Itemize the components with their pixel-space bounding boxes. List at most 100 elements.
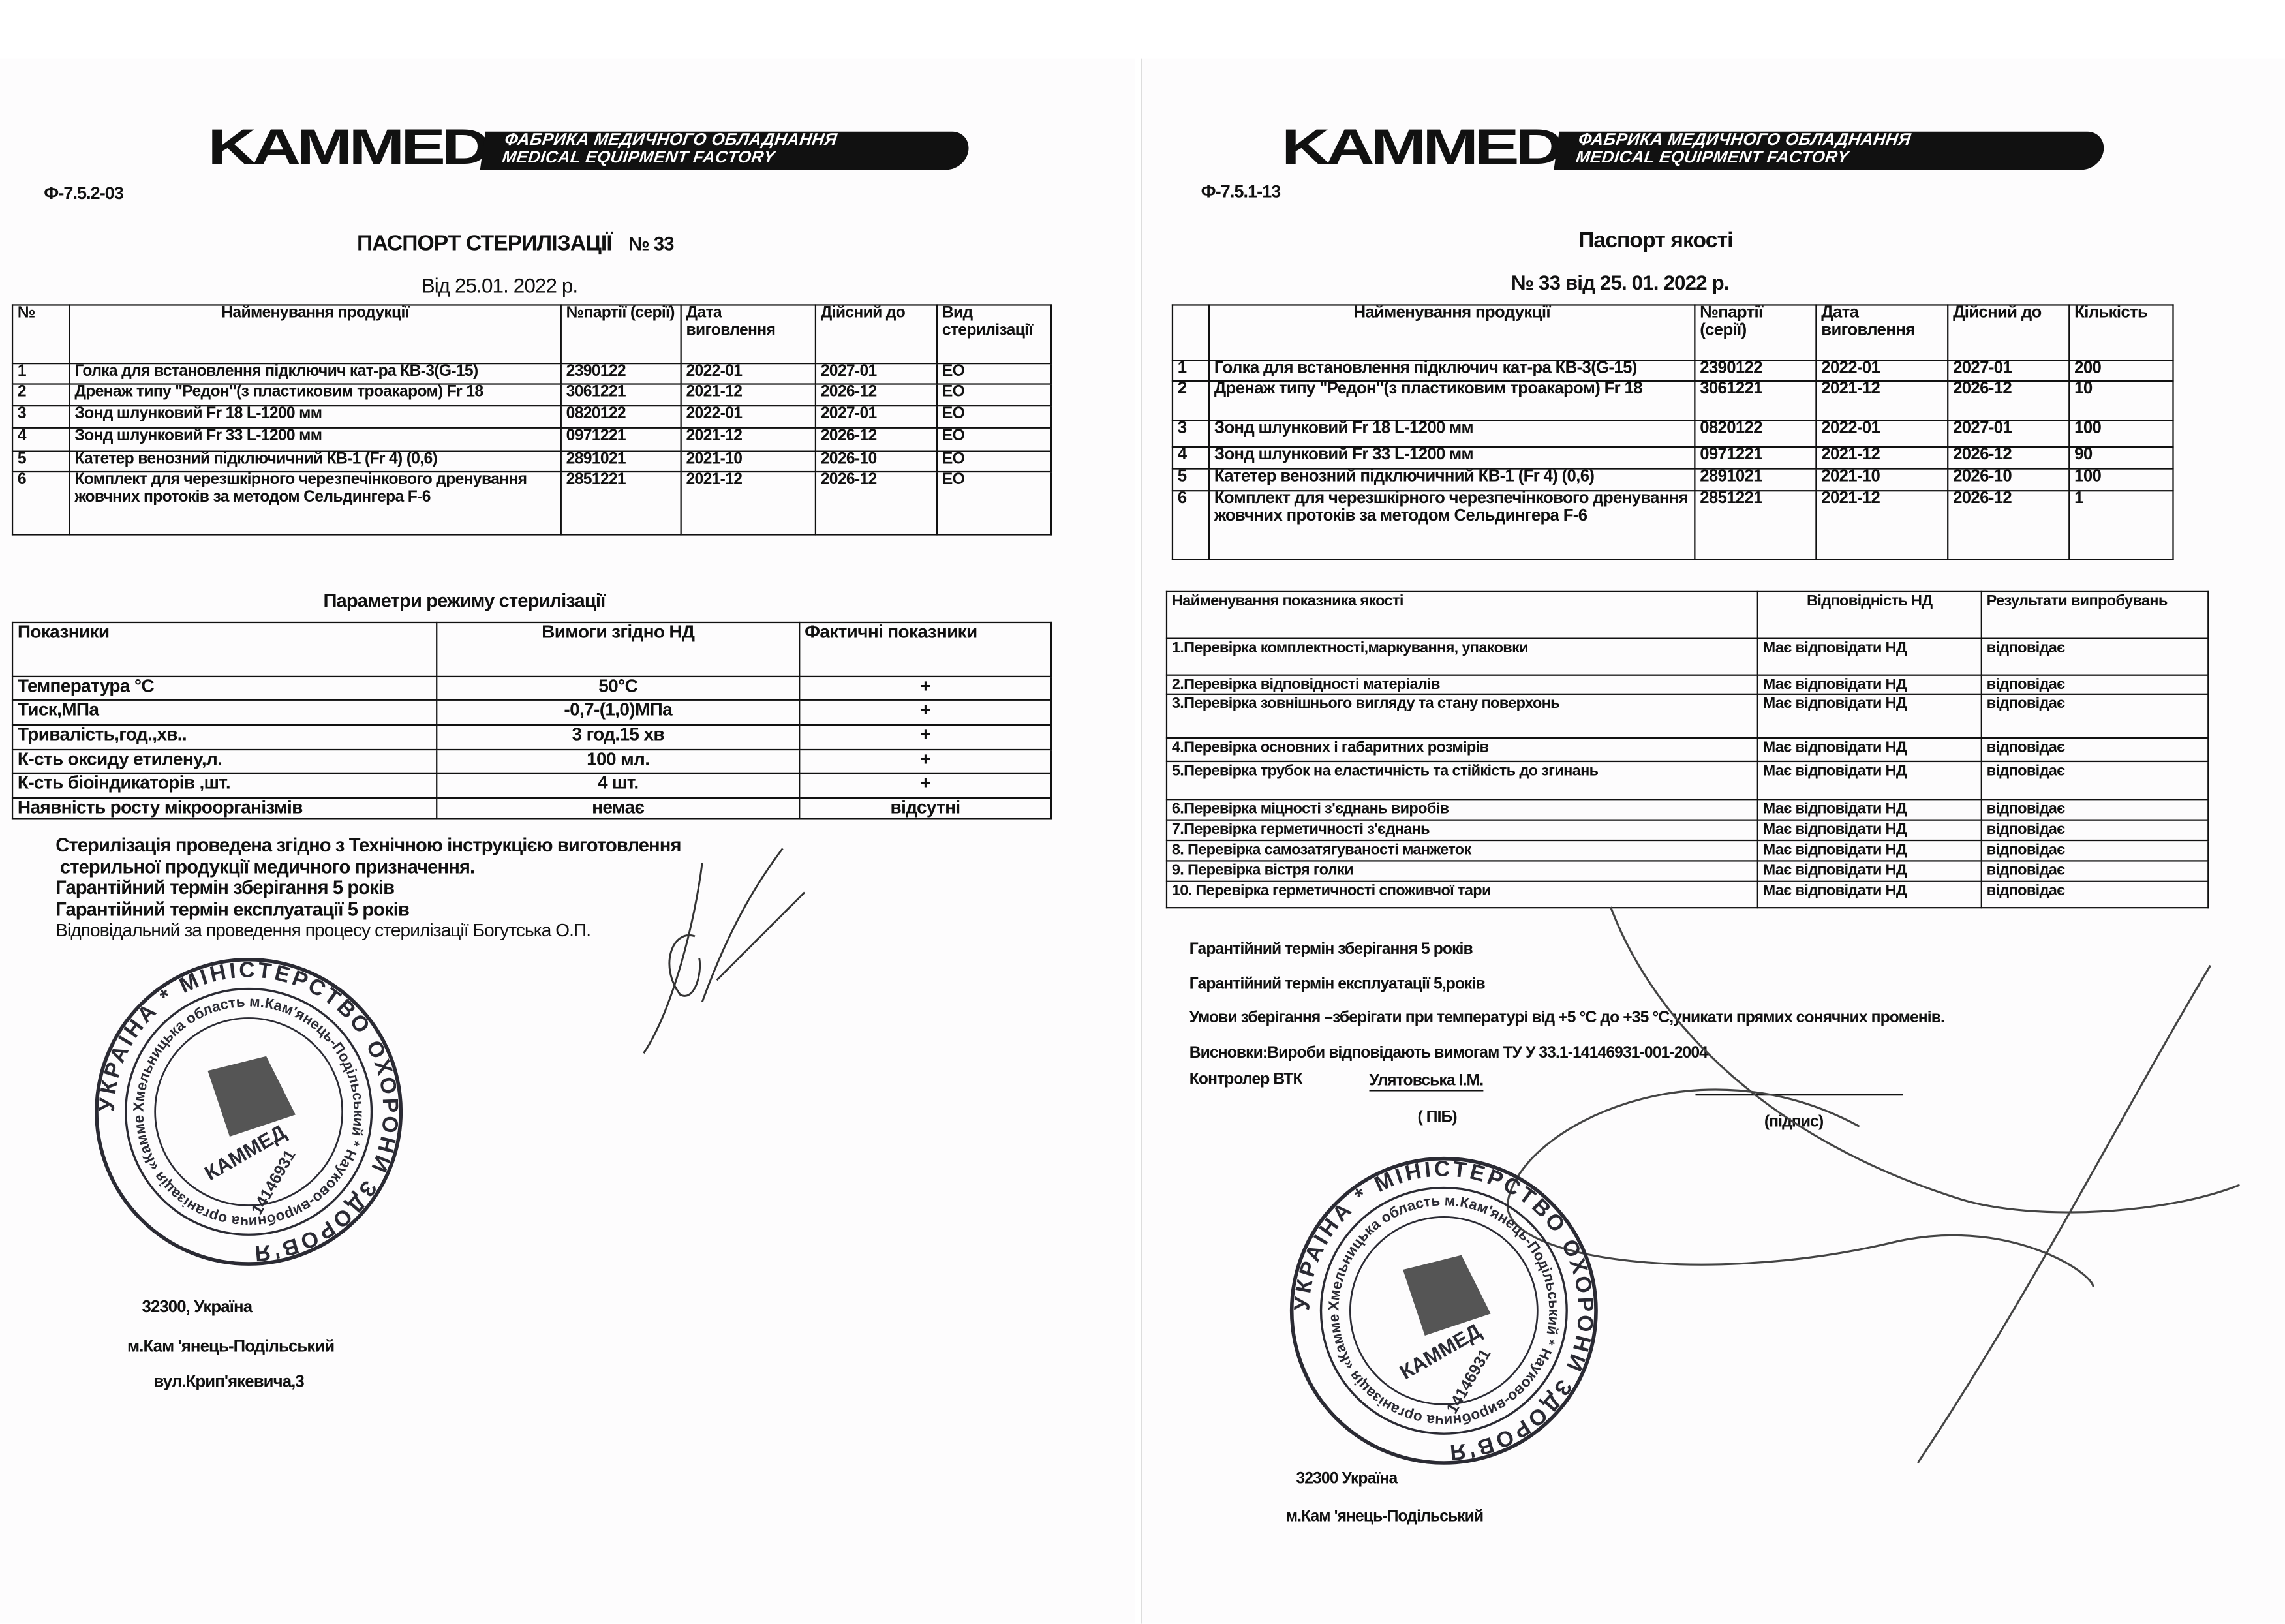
column-header: Дійсний до [814, 304, 938, 365]
column-header [1171, 304, 1210, 361]
table-row: 9. Перевірка вістря голки Має відповідати… [1165, 860, 2209, 882]
table-row: 3.Перевірка зовнішнього вигляду та стану… [1165, 693, 2209, 739]
table-cell: відповідає [1980, 760, 2209, 801]
table-cell: 2891021 [1694, 468, 1817, 492]
company-logo: KAMMED ФАБРИКА МЕДИЧНОГО ОБЛАДНАННЯ MEDI… [1281, 119, 2115, 176]
table-row: 5 Катетер венозний підключичний КВ-1 (Fr … [1171, 468, 2174, 492]
handwritten-signature [1506, 906, 2241, 1463]
table-cell: Дренаж типу "Редон"(з пластиковим троака… [69, 383, 562, 407]
address-line: 32300 Україна [1296, 1470, 1398, 1488]
table-cell: Катетер венозний підключичний КВ-1 (Fr 4… [69, 450, 562, 473]
table-cell: 2026-12 [1947, 380, 2070, 421]
table-cell: немає [436, 797, 801, 820]
page-title: ПАСПОРТ СТЕРИЛІЗАЦІЇ № 33 [357, 231, 674, 256]
table-cell: 2026-12 [814, 427, 938, 452]
table-row: 1 Голка для встановлення підключич кат-ра… [1171, 360, 2174, 382]
logo-banner: ФАБРИКА МЕДИЧНОГО ОБЛАДНАННЯ MEDICAL EQU… [480, 131, 972, 170]
table-cell: 2891021 [560, 450, 682, 473]
note-line: Висновки:Вироби відповідають вимогам ТУ … [1189, 1043, 1708, 1062]
table-row: Наявність росту мікроорганізмів немає відс… [11, 797, 1052, 820]
table-cell: 0971221 [1694, 446, 1817, 470]
table-cell: Має відповідати НД [1756, 693, 1982, 739]
table-cell: ЕО [936, 470, 1052, 536]
passport-date: Від 25.01. 2022 р. [421, 273, 578, 298]
table-row: 5.Перевірка трубок на еластичність та ст… [1165, 760, 2209, 801]
note-line: Стерилізація проведена згідно з Технічно… [55, 833, 681, 856]
table-cell: ЕО [936, 383, 1052, 407]
official-stamp: УКРАЇНА * МІНІСТЕРСТВО ОХОРОНИ ЗДОРОВ'ЯХ… [86, 941, 403, 1266]
table-cell: 2022-01 [1815, 420, 1949, 448]
address-line: 32300, Україна [142, 1298, 253, 1317]
table-row: 10. Перевірка герметичності споживчої та… [1165, 880, 2209, 909]
table-cell: 5 [11, 450, 70, 473]
table-cell: 3.Перевірка зовнішнього вигляду та стану… [1165, 693, 1758, 739]
table-cell: 2026-10 [814, 450, 938, 473]
table-row: Температура °С 50°С + [11, 675, 1052, 701]
note-line: стерильної продукції медичного призначен… [59, 855, 475, 878]
address-line: м.Кам 'янець-Подільський [1285, 1508, 1484, 1526]
table-cell: 2022-01 [680, 363, 817, 385]
table-cell: ЕО [936, 363, 1052, 385]
table-row: 2.Перевірка відповідності матеріалів Має … [1165, 674, 2209, 695]
table-cell: 2021-10 [1815, 468, 1949, 492]
table-cell: 2.Перевірка відповідності матеріалів [1165, 674, 1758, 695]
table-cell: 2027-01 [814, 405, 938, 429]
table-row: 4.Перевірка основних і габаритних розмір… [1165, 737, 2209, 763]
column-header: Результати випробувань [1980, 590, 2209, 639]
header-row: Найменування показника якості Відповідніс… [1165, 590, 2209, 639]
table-cell: 2026-12 [814, 383, 938, 407]
table-cell: Має відповідати НД [1756, 637, 1982, 676]
column-header: №партії (серії) [1694, 304, 1817, 361]
table-row: Тривалість,год.,хв.. 3 год.15 хв + [11, 724, 1052, 751]
table-cell: 2390122 [560, 363, 682, 385]
table-cell: 8. Перевірка самозатягуваності манжеток [1165, 839, 1758, 862]
table-cell: ЕО [936, 450, 1052, 473]
table-row: 3 Зонд шлунковий Fr 18 L-1200 мм 0820122 20… [1171, 420, 2174, 448]
table-cell: 2027-01 [1947, 360, 2070, 382]
stamp-emblem [1403, 1255, 1491, 1336]
table-cell: 2 [11, 383, 70, 407]
logo-line-en: MEDICAL EQUIPMENT FACTORY [500, 149, 776, 167]
table-cell: Температура °С [11, 675, 438, 701]
page-title: Паспорт якості [1578, 228, 1733, 253]
header-row: № Найменування продукції №партії (серії) Да… [11, 304, 1052, 365]
table-row: Тиск,МПа -0,7-(1,0)МПа + [11, 699, 1052, 726]
table-cell: 2026-12 [1947, 446, 2070, 470]
table-cell: 2027-01 [814, 363, 938, 385]
quality-passport-page: KAMMED ФАБРИКА МЕДИЧНОГО ОБЛАДНАННЯ MEDI… [1141, 58, 2285, 1624]
sterilization-passport-page: KAMMED ФАБРИКА МЕДИЧНОГО ОБЛАДНАННЯ MEDI… [0, 58, 1135, 1624]
address-line: м.Кам 'янець-Подільський [127, 1338, 335, 1356]
logo-line-ua: ФАБРИКА МЕДИЧНОГО ОБЛАДНАННЯ [1577, 131, 1912, 149]
header-row: Найменування продукції №партії (серії) Дат… [1171, 304, 2174, 361]
table-cell: 90 [2068, 446, 2174, 470]
note-line: Гарантійний термін експлуатації 5 років [55, 897, 410, 920]
note-line: Гарантійний термін зберігання 5 років [1189, 940, 1473, 958]
table-cell: Тиск,МПа [11, 699, 438, 726]
table-cell: 2021-12 [680, 470, 817, 536]
table-cell: Голка для встановлення підключич кат-ра … [1208, 360, 1696, 382]
table-row: 6 Комплект для черезшкірного черезпечінко… [1171, 490, 2174, 560]
table-cell: Катетер венозний підключичний КВ-1 (Fr 4… [1208, 468, 1696, 492]
table-cell: К-сть оксиду етилену,л. [11, 748, 438, 774]
table-cell: 4 [11, 427, 70, 452]
table-cell: 6 [11, 470, 70, 536]
column-header: Кількість [2068, 304, 2174, 361]
table-cell: 1 [11, 363, 70, 385]
table-cell: 3061221 [560, 383, 682, 407]
table-cell: 200 [2068, 360, 2174, 382]
table-cell: Комплект для черезшкірного черезпечінков… [1208, 490, 1696, 560]
table-row: 2 Дренаж типу "Редон"(з пластиковим троак… [11, 383, 1052, 407]
controller-name: Улятовська І.М. [1369, 1072, 1484, 1092]
logo-brand: KAMMED [207, 119, 490, 176]
table-cell: 5 [1171, 468, 1210, 492]
table-cell: 3 [11, 405, 70, 429]
table-cell: + [799, 675, 1052, 701]
table-cell: 3 год.15 хв [436, 724, 801, 751]
table-cell: + [799, 724, 1052, 751]
logo-brand: KAMMED [1281, 119, 1564, 176]
table-cell: Зонд шлунковий Fr 18 L-1200 мм [1208, 420, 1696, 448]
products-table: Найменування продукції №партії (серії) Дат… [1171, 304, 2174, 560]
table-cell: Зонд шлунковий Fr 18 L-1200 мм [69, 405, 562, 429]
table-cell: Комплект для черезшкірного черезпечінков… [69, 470, 562, 536]
passport-number-date: № 33 від 25. 01. 2022 р. [1511, 270, 1730, 294]
